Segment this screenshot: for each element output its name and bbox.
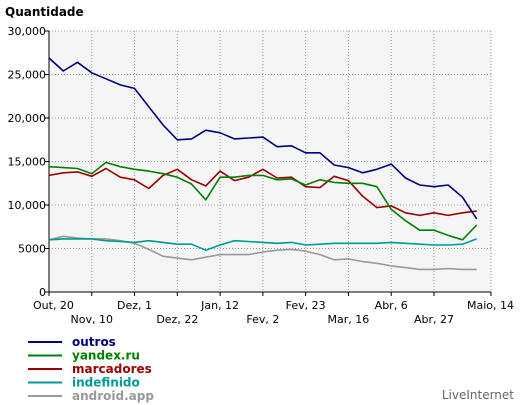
axes: 0 5000 10,000 15,000 20,000 25,000 30,000 Out, … [8, 25, 515, 326]
x-tick-label: Mar, 16 [328, 313, 370, 326]
x-tick-label: Dez, 22 [156, 313, 198, 326]
series-line-yandex-ru [48, 161, 478, 241]
x-tick-label: Abr, 6 [375, 299, 408, 312]
plot-area [49, 31, 491, 292]
series-line-outros [48, 57, 478, 220]
chart-title: Quantidade [5, 5, 84, 19]
y-tick-label: 5000 [18, 243, 46, 256]
series-lines [48, 57, 478, 271]
legend-label-outros: outros [72, 335, 116, 349]
x-tick-label: Nov, 10 [71, 313, 113, 326]
y-tick-label: 15,000 [8, 156, 47, 169]
x-tick-label: Maio, 14 [467, 299, 514, 312]
x-tick-label: Fev, 2 [246, 313, 279, 326]
x-tick-label: Fev, 23 [286, 299, 326, 312]
y-tick-label: 10,000 [8, 199, 47, 212]
brand-label: LiveInternet [442, 388, 514, 402]
x-tick-label: Jan, 12 [200, 299, 239, 312]
legend-label-android-app: android.app [72, 389, 154, 403]
x-tick-label: Out, 20 [33, 299, 74, 312]
series-line-marcadores [48, 167, 477, 217]
y-tick-label: 20,000 [8, 112, 47, 125]
series-line-indefinido [48, 238, 477, 251]
legend-label-marcadores: marcadores [72, 362, 152, 376]
legend: outrosyandex.rumarcadoresindefinidoandro… [28, 335, 154, 403]
legend-label-indefinido: indefinido [72, 376, 140, 390]
x-tick-label: Abr, 27 [414, 313, 454, 326]
y-tick-label: 25,000 [8, 69, 47, 82]
legend-label-yandex-ru: yandex.ru [72, 349, 140, 363]
x-tick-label: Dez, 1 [117, 299, 152, 312]
y-tick-label: 0 [39, 286, 46, 299]
y-tick-label: 30,000 [8, 25, 47, 38]
